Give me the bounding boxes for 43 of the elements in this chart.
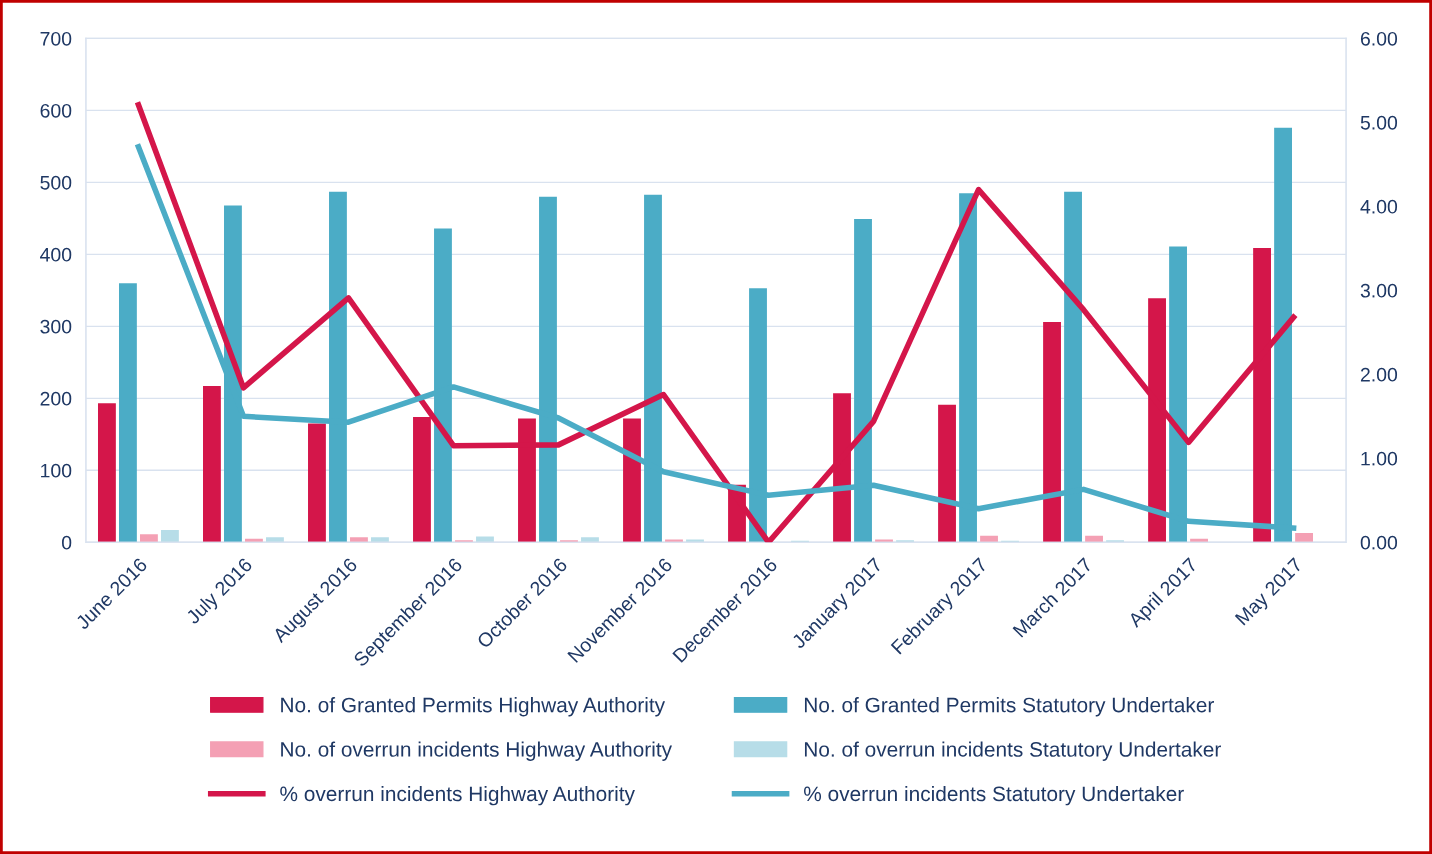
- legend-label: No. of overrun incidents Highway Authority: [281, 741, 672, 761]
- bar: [371, 537, 389, 543]
- bar: [1295, 532, 1313, 543]
- y-tick-label: 100: [41, 463, 72, 478]
- y2-tick-label: 0.00: [1360, 535, 1398, 550]
- y2-tick-label: 4.00: [1360, 199, 1398, 214]
- bar: [1043, 322, 1061, 543]
- bar: [119, 283, 137, 543]
- bar: [875, 539, 893, 543]
- y-tick-label: 500: [40, 175, 72, 190]
- bar: [350, 537, 368, 543]
- bar: [455, 540, 473, 543]
- bar: [308, 423, 326, 543]
- bar: [665, 539, 683, 543]
- legend-label: % overrun incidents Highway Authority: [280, 785, 635, 806]
- bar: [203, 386, 221, 543]
- legend-label: % overrun incidents Statutory Undertaker: [804, 785, 1184, 806]
- bar: [161, 530, 179, 543]
- bar: [581, 537, 599, 543]
- legend-label: No. of Granted Permits Statutory Undertaker: [804, 697, 1214, 717]
- y2-tick-label: 6.00: [1360, 31, 1398, 46]
- bar: [560, 540, 578, 543]
- legend-label: No. of overrun incidents Statutory Undertaker: [804, 741, 1221, 761]
- y2-tick-label: 5.00: [1360, 115, 1398, 130]
- y2-tick-label: 1.00: [1361, 451, 1398, 466]
- legend-label: No. of Granted Permits Highway Authority: [281, 697, 666, 717]
- y-tick-label: 600: [40, 103, 72, 118]
- y-tick-label: 700: [40, 31, 72, 46]
- bar: [938, 404, 956, 543]
- bar: [1106, 540, 1124, 543]
- bar: [266, 537, 284, 543]
- bar: [140, 534, 158, 543]
- y2-tick-label: 2.00: [1360, 367, 1398, 382]
- bar: [980, 535, 998, 543]
- bar: [686, 539, 704, 543]
- y-tick-label: 400: [40, 247, 72, 262]
- y2-tick-label: 3.00: [1360, 283, 1398, 298]
- bar: [98, 403, 116, 543]
- bar: [896, 540, 914, 543]
- y-tick-label: 300: [40, 319, 72, 334]
- y-tick-label: 0: [61, 535, 72, 550]
- y-tick-label: 200: [40, 391, 72, 406]
- bar: [1085, 535, 1103, 543]
